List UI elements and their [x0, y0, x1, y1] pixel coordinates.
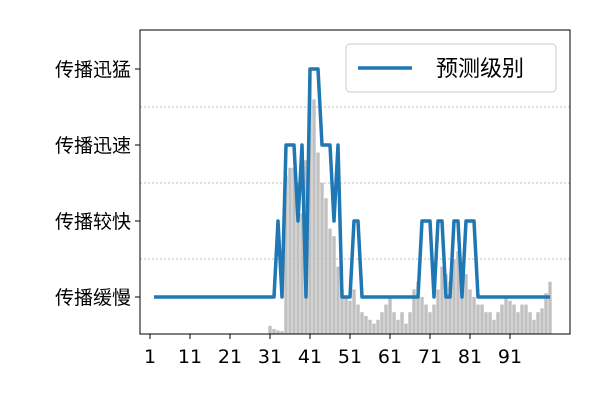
x-tick-label: 1 [144, 346, 156, 368]
bar [288, 167, 292, 334]
bar [400, 312, 404, 334]
bar [532, 319, 536, 334]
bar [320, 183, 324, 334]
bar [476, 304, 480, 334]
bar [440, 266, 444, 334]
bar [484, 312, 488, 334]
bar [300, 213, 304, 334]
bar [368, 319, 372, 334]
plot-frame [139, 29, 571, 335]
bar [444, 274, 448, 334]
bar [308, 76, 312, 334]
bar [508, 300, 512, 334]
grid-lines [140, 106, 570, 260]
bar [512, 304, 516, 334]
bar [424, 304, 428, 334]
x-tick-label: 21 [218, 346, 242, 368]
bar [408, 312, 412, 334]
bar [524, 304, 528, 334]
bar [348, 300, 352, 334]
bar [428, 312, 432, 334]
bar [332, 236, 336, 334]
bar [472, 297, 476, 334]
series-line-predicted-level [154, 67, 550, 299]
x-tick-label: 11 [178, 346, 202, 368]
bar [360, 312, 364, 334]
bar [388, 297, 392, 334]
y-tick-label: 传播较快 [55, 211, 131, 233]
bar [292, 167, 296, 334]
x-tick-label: 51 [338, 346, 362, 368]
x-axis: 1 11 21 31 41 51 61 71 81 91 [144, 334, 522, 368]
bar [372, 323, 376, 334]
bar [396, 319, 400, 334]
bar [488, 312, 492, 334]
bar [276, 330, 280, 334]
bar [356, 304, 360, 334]
bar [544, 293, 548, 334]
bar [312, 99, 316, 335]
y-tick-label: 传播迅猛 [55, 59, 131, 81]
legend: 预测级别 [345, 43, 557, 93]
x-tick-label: 41 [298, 346, 322, 368]
bar [336, 266, 340, 334]
bar [296, 183, 300, 334]
bar [392, 312, 396, 334]
bar [420, 297, 424, 334]
x-tick-label: 31 [258, 346, 282, 368]
bar [516, 312, 520, 334]
bar [328, 228, 332, 334]
bar [504, 297, 508, 334]
bar [384, 304, 388, 334]
bar [528, 312, 532, 334]
bar [448, 281, 452, 334]
y-axis: 传播缓慢 传播较快 传播迅速 传播迅猛 [55, 59, 140, 309]
bar [324, 198, 328, 334]
x-tick-label: 71 [418, 346, 442, 368]
bar [404, 323, 408, 334]
bar [480, 304, 484, 334]
bar [344, 297, 348, 334]
bar [280, 331, 284, 334]
x-tick-label: 81 [458, 346, 482, 368]
bar [376, 319, 380, 334]
bar [464, 274, 468, 334]
y-tick-label: 传播迅速 [55, 135, 131, 157]
x-tick-label: 91 [498, 346, 522, 368]
bar [548, 281, 552, 334]
bar [272, 328, 276, 334]
bar [416, 281, 420, 334]
bar [352, 289, 356, 334]
y-tick-label: 传播缓慢 [55, 287, 131, 309]
bar [492, 319, 496, 334]
bar [460, 266, 464, 334]
bar [520, 304, 524, 334]
legend-box [345, 43, 557, 93]
bar [268, 325, 272, 334]
legend-label: 预测级别 [436, 57, 524, 82]
bar [364, 316, 368, 334]
bar [436, 289, 440, 334]
bar [412, 289, 416, 334]
bar [284, 175, 288, 334]
bar-series [268, 76, 552, 335]
bar [536, 312, 540, 334]
bar [452, 259, 456, 334]
bar [456, 251, 460, 334]
bar [432, 304, 436, 334]
bar [340, 289, 344, 334]
bar [540, 308, 544, 334]
bar [380, 312, 384, 334]
bar [316, 152, 320, 334]
bar [500, 304, 504, 334]
bar [468, 289, 472, 334]
bar [496, 312, 500, 334]
x-tick-label: 61 [378, 346, 402, 368]
